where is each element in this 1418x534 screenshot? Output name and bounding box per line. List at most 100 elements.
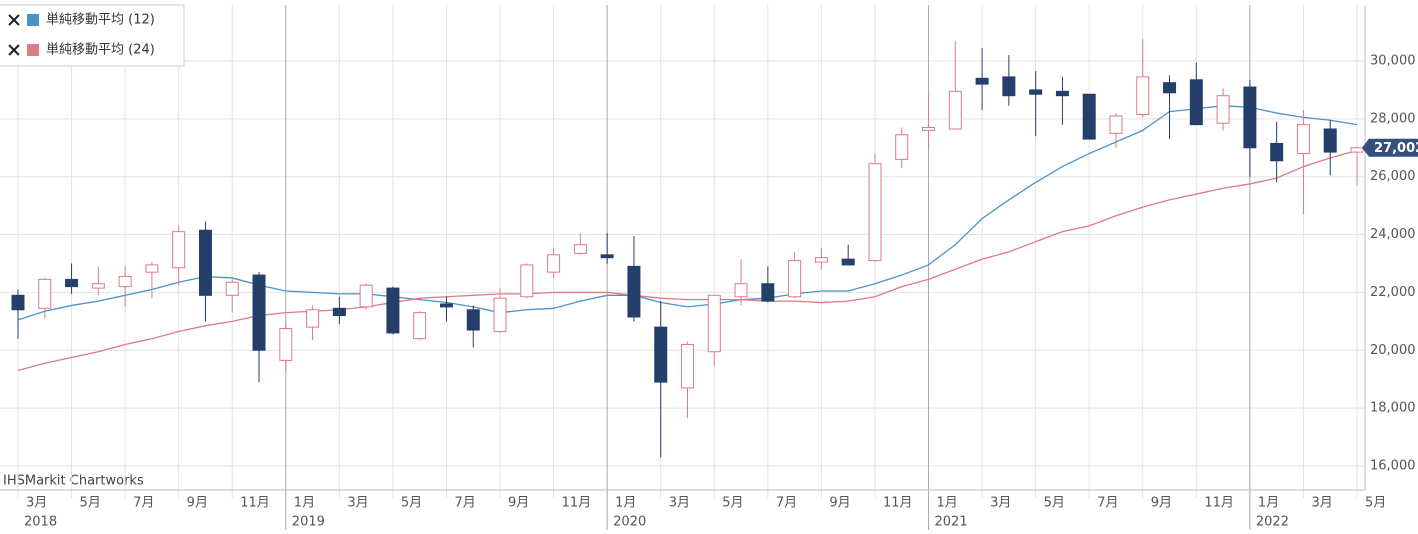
candle-body: [761, 283, 775, 302]
candle: [1163, 75, 1177, 140]
candle: [1323, 120, 1337, 176]
x-tick-label: 11月: [562, 496, 592, 511]
candle: [493, 288, 507, 333]
candle: [91, 266, 105, 296]
y-tick-label: 30,000: [1370, 53, 1416, 68]
x-tick-label: 1月: [1258, 496, 1279, 511]
current-value-label: 27,002: [1374, 141, 1418, 156]
candle: [681, 341, 694, 419]
candle: [948, 40, 962, 130]
x-tick-label: 3月: [347, 496, 368, 511]
y-tick-label: 20,000: [1370, 343, 1416, 358]
x-tick-label: 7月: [454, 496, 475, 511]
legend-item[interactable]: 単純移動平均 (12): [8, 12, 155, 28]
x-tick-label: 11月: [1204, 496, 1234, 511]
candle-body: [225, 281, 239, 296]
candle-body: [1136, 76, 1150, 115]
y-tick-label: 28,000: [1370, 111, 1416, 126]
x-tick-label: 11月: [883, 496, 913, 511]
x-tick-label: 3月: [669, 496, 690, 511]
candle: [1029, 71, 1043, 137]
candle: [439, 296, 453, 322]
candle: [1055, 76, 1069, 125]
candle-body: [1163, 82, 1177, 94]
legend-item[interactable]: 単純移動平均 (24): [8, 42, 155, 58]
candle-body: [654, 326, 668, 383]
candle-body: [91, 283, 105, 289]
candle-body: [895, 134, 909, 160]
candle-body: [1216, 95, 1230, 124]
candle-body: [493, 297, 507, 332]
candle-body: [466, 309, 480, 331]
candle: [573, 233, 587, 255]
candle: [922, 92, 936, 150]
candle-body: [627, 265, 641, 318]
x-tick-label: 1月: [294, 496, 315, 511]
candle: [11, 289, 25, 339]
candle: [1109, 113, 1123, 148]
candle: [1002, 55, 1016, 106]
x-tick-label: 7月: [1097, 496, 1118, 511]
candle-body: [681, 343, 694, 389]
candle: [252, 272, 266, 383]
candle-body: [11, 294, 25, 311]
candle-body: [975, 77, 989, 85]
candle: [1189, 62, 1203, 126]
candle: [332, 296, 346, 325]
candle: [306, 305, 320, 341]
y-tick-label: 16,000: [1370, 458, 1416, 473]
candle: [1243, 79, 1257, 177]
candle: [1136, 39, 1150, 118]
candle-body: [707, 294, 721, 353]
candle-body: [1189, 79, 1203, 126]
candle: [654, 301, 668, 458]
remove-icon[interactable]: [8, 44, 20, 56]
ma-line: [17, 105, 1358, 321]
candle: [1296, 110, 1310, 215]
candle-body: [734, 283, 748, 298]
candle: [38, 277, 52, 319]
candle: [413, 311, 427, 341]
x-tick-label: 5月: [1365, 496, 1386, 511]
remove-icon[interactable]: [8, 14, 20, 26]
candle: [1350, 146, 1364, 186]
candle-body: [306, 309, 320, 328]
candle-body: [145, 264, 159, 273]
x-tick-label: 9月: [829, 496, 850, 511]
x-tick-label: 9月: [187, 496, 208, 511]
candle: [198, 221, 212, 322]
year-label: 2018: [24, 515, 57, 530]
candle: [975, 47, 989, 111]
candle-body: [65, 278, 79, 288]
candle-body: [386, 287, 400, 334]
candle-body: [600, 254, 614, 259]
watermark: IHSMarkit Chartworks: [3, 474, 144, 489]
candle: [1082, 93, 1096, 140]
candle-body: [1270, 142, 1284, 162]
year-label: 2021: [935, 515, 968, 530]
candle-body: [573, 244, 587, 254]
candle-body: [547, 254, 561, 273]
candle-body: [1323, 128, 1337, 153]
year-label: 2022: [1256, 515, 1289, 530]
candle: [761, 266, 775, 303]
candle-body: [1082, 93, 1096, 140]
candle: [707, 294, 721, 367]
x-tick-label: 5月: [722, 496, 743, 511]
legend-label: 単純移動平均 (24): [46, 42, 155, 58]
candle: [547, 247, 561, 278]
y-tick-label: 22,000: [1370, 285, 1416, 300]
x-tick-label: 5月: [1044, 496, 1065, 511]
current-value-box: [1362, 138, 1418, 157]
candle-body: [413, 312, 427, 340]
candle-body: [252, 274, 266, 351]
x-tick-label: 9月: [508, 496, 529, 511]
candle: [814, 247, 828, 270]
candle: [734, 259, 748, 306]
candle-body: [38, 278, 52, 309]
x-tick-label: 7月: [776, 496, 797, 511]
candle-body: [1243, 86, 1257, 149]
y-tick-label: 26,000: [1370, 169, 1416, 184]
candle-body: [198, 229, 212, 296]
x-tick-label: 3月: [26, 496, 47, 511]
